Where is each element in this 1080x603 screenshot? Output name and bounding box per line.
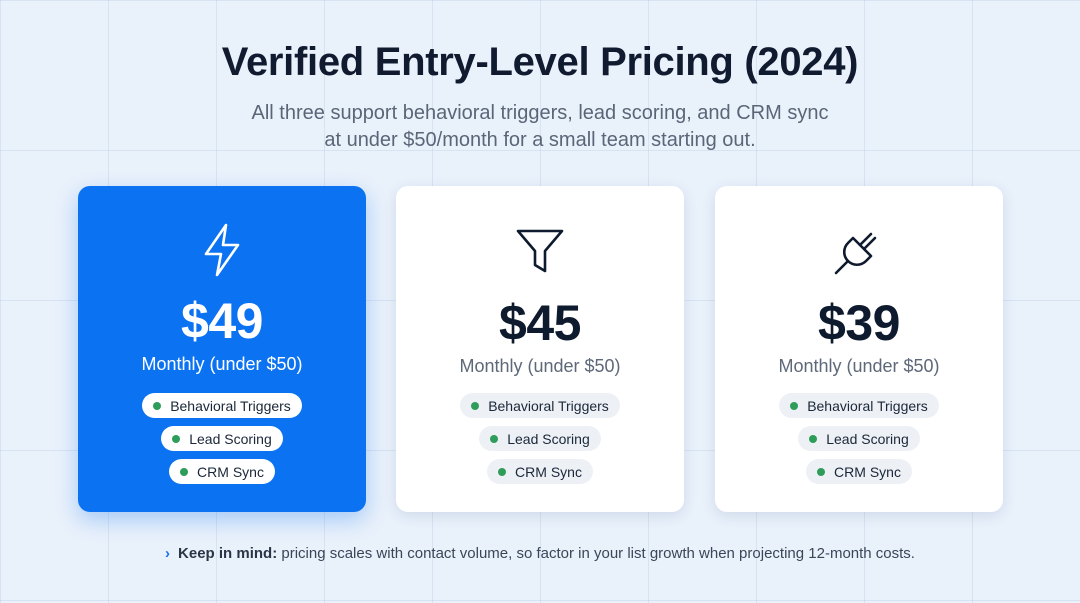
check-dot-icon — [153, 401, 162, 410]
pricing-card-3[interactable]: $39 Monthly (under $50) Behavioral Trigg… — [715, 186, 1003, 512]
check-dot-icon — [172, 434, 181, 443]
lightning-bolt-icon — [78, 222, 366, 278]
page-title: Verified Entry-Level Pricing (2024) — [221, 40, 859, 84]
feature-label: Lead Scoring — [189, 430, 272, 447]
feature-pill: Lead Scoring — [479, 426, 601, 451]
price: $45 — [499, 295, 581, 351]
feature-pill: CRM Sync — [806, 459, 912, 484]
feature-pill: CRM Sync — [169, 459, 275, 484]
check-dot-icon — [809, 434, 818, 443]
feature-list: Behavioral Triggers Lead Scoring CRM Syn… — [715, 393, 1003, 484]
feature-label: Lead Scoring — [826, 430, 909, 447]
funnel-icon — [396, 222, 684, 278]
page-subtitle: All three support behavioral triggers, l… — [0, 100, 1080, 154]
footnote-text: pricing scales with contact volume, so f… — [281, 545, 915, 562]
feature-label: Behavioral Triggers — [170, 397, 291, 414]
footnote-label: Keep in mind: — [178, 545, 278, 562]
feature-pill: Behavioral Triggers — [142, 393, 302, 418]
check-dot-icon — [471, 401, 480, 410]
price: $49 — [181, 293, 263, 349]
billing-period: Monthly (under $50) — [459, 356, 621, 376]
check-dot-icon — [498, 467, 507, 476]
check-dot-icon — [180, 467, 189, 476]
footnote: › Keep in mind: pricing scales with conta… — [0, 545, 1080, 562]
feature-label: CRM Sync — [834, 463, 901, 480]
feature-pill: Behavioral Triggers — [779, 393, 939, 418]
check-dot-icon — [490, 434, 499, 443]
check-dot-icon — [790, 401, 799, 410]
check-dot-icon — [817, 467, 826, 476]
billing-period: Monthly (under $50) — [141, 354, 303, 374]
feature-label: Behavioral Triggers — [807, 397, 928, 414]
subtitle-line-1: All three support behavioral triggers, l… — [251, 102, 829, 124]
feature-pill: Lead Scoring — [798, 426, 920, 451]
pricing-card-2[interactable]: $45 Monthly (under $50) Behavioral Trigg… — [396, 186, 684, 512]
feature-label: CRM Sync — [197, 463, 264, 480]
plug-icon — [715, 222, 1003, 278]
chevron-right-icon: › — [165, 545, 171, 562]
feature-pill: CRM Sync — [487, 459, 593, 484]
billing-period: Monthly (under $50) — [778, 356, 940, 376]
feature-label: Lead Scoring — [507, 430, 590, 447]
feature-label: Behavioral Triggers — [488, 397, 609, 414]
pricing-card-1[interactable]: $49 Monthly (under $50) Behavioral Trigg… — [78, 186, 366, 512]
feature-pill: Behavioral Triggers — [460, 393, 620, 418]
feature-list: Behavioral Triggers Lead Scoring CRM Syn… — [78, 393, 366, 484]
price: $39 — [818, 295, 900, 351]
feature-pill: Lead Scoring — [161, 426, 283, 451]
feature-list: Behavioral Triggers Lead Scoring CRM Syn… — [396, 393, 684, 484]
subtitle-line-2: at under $50/month for a small team star… — [324, 129, 756, 151]
feature-label: CRM Sync — [515, 463, 582, 480]
